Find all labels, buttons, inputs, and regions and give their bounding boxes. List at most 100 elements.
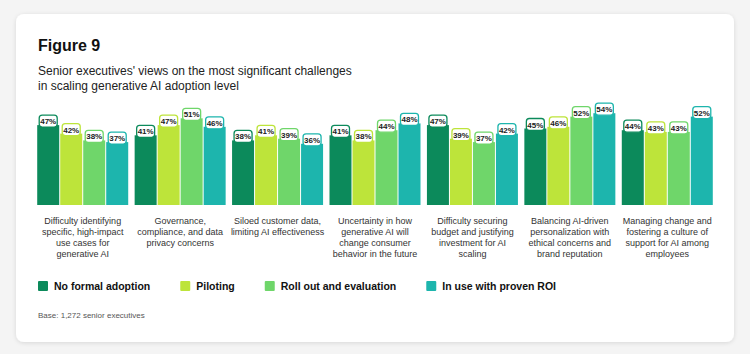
label-box [280,129,298,141]
bar [135,135,157,205]
category-line: privacy concerns [146,238,214,248]
legend-label: In use with proven ROI [442,280,556,292]
bar [158,125,180,205]
bar [473,142,495,205]
data-label: 38% [86,132,102,141]
category-label: Governance,compliance, and dataprivacy c… [137,216,223,248]
category-label: Difficulty securingbudget and justifying… [431,216,514,259]
label-box [108,132,126,144]
category-line: Difficulty securing [437,216,507,226]
label-box [647,122,665,134]
label-box [206,117,224,129]
bar [204,127,226,205]
data-label: 51% [184,110,200,119]
data-label: 42% [499,126,515,135]
label-box [355,130,373,142]
category-label: Managing change andfostering a culture o… [623,216,712,259]
category-line: personalization with [530,227,609,237]
category-label: Balancing AI-drivenpersonalization withe… [529,216,612,259]
bar [301,144,323,205]
data-label: 45% [527,121,543,130]
label-box [160,115,178,127]
data-label: 52% [694,109,710,118]
category-label: Difficulty identifyingspecific, high-imp… [42,216,124,259]
category-line: Governance, [154,216,206,226]
category-line: Uncertainty in how [338,216,413,226]
data-label: 48% [401,115,417,124]
category-line: employees [646,249,690,259]
category-line: scaling [458,249,486,259]
category-line: specific, high-impact [42,227,124,237]
label-box [498,124,516,136]
legend-label: Roll out and evaluation [281,280,397,292]
data-label: 37% [476,134,492,143]
label-box [39,115,57,127]
label-box [137,125,155,137]
bar [353,140,375,205]
title: Figure 9 [38,37,100,54]
bar [547,127,569,205]
label-box [526,119,544,131]
data-labels: 47%41%38%41%47%45%44%42%47%41%38%39%46%4… [39,103,711,146]
data-label: 39% [453,131,469,140]
category-line: Siloed customer data, [234,216,321,226]
data-label: 41% [258,127,274,136]
label-box [452,129,470,141]
bar [691,117,713,205]
category-label: Uncertainty in howgenerative AI willchan… [333,216,418,259]
legend-swatch [265,281,275,291]
bar [232,140,254,205]
label-box [62,124,80,136]
label-box [183,108,201,120]
category-line: change consumer [339,238,411,248]
category-line: investment for AI [439,238,506,248]
label-box [85,130,103,142]
category-line: Difficulty identifying [44,216,121,226]
data-label: 44% [625,122,641,131]
data-label: 37% [109,134,125,143]
data-label: 41% [138,127,154,136]
label-box [257,125,275,137]
data-label: 43% [648,124,664,133]
data-label: 42% [63,126,79,135]
bar [255,135,277,205]
category-label: Siloed customer data,limiting AI effecti… [231,216,325,237]
card [16,14,734,342]
bar [645,132,667,205]
bar [524,129,546,206]
label-box [595,103,613,115]
bar [278,139,300,205]
bar [496,134,518,205]
label-box [332,125,350,137]
bar [570,117,592,205]
category-line: generative AI will [341,227,409,237]
data-label: 54% [596,105,612,114]
data-label: 47% [161,117,177,126]
category-line: use cases for [56,238,110,248]
data-label: 38% [235,132,251,141]
data-label: 47% [430,117,446,126]
category-line: Managing change and [623,216,712,226]
category-line: Balancing AI-driven [531,216,609,226]
legend-label: No formal adoption [54,280,150,292]
label-box [572,107,590,119]
label-box [378,120,396,132]
label-box [303,134,321,146]
label-box [234,130,252,142]
bar [330,135,352,205]
bar [106,142,128,205]
label-box [549,117,567,129]
bar [668,132,690,205]
label-box [429,115,447,127]
data-label: 43% [671,124,687,133]
data-label: 41% [332,127,348,136]
data-label: 46% [207,119,223,128]
label-box [693,107,711,119]
category-line: generative AI [56,249,109,259]
category-line: limiting AI effectiveness [231,227,325,237]
data-label: 36% [304,136,320,145]
category-line: budget and justifying [431,227,514,237]
subtitle: Senior executives' views on the most sig… [38,64,352,78]
bar [593,113,615,205]
label-box [624,120,642,132]
